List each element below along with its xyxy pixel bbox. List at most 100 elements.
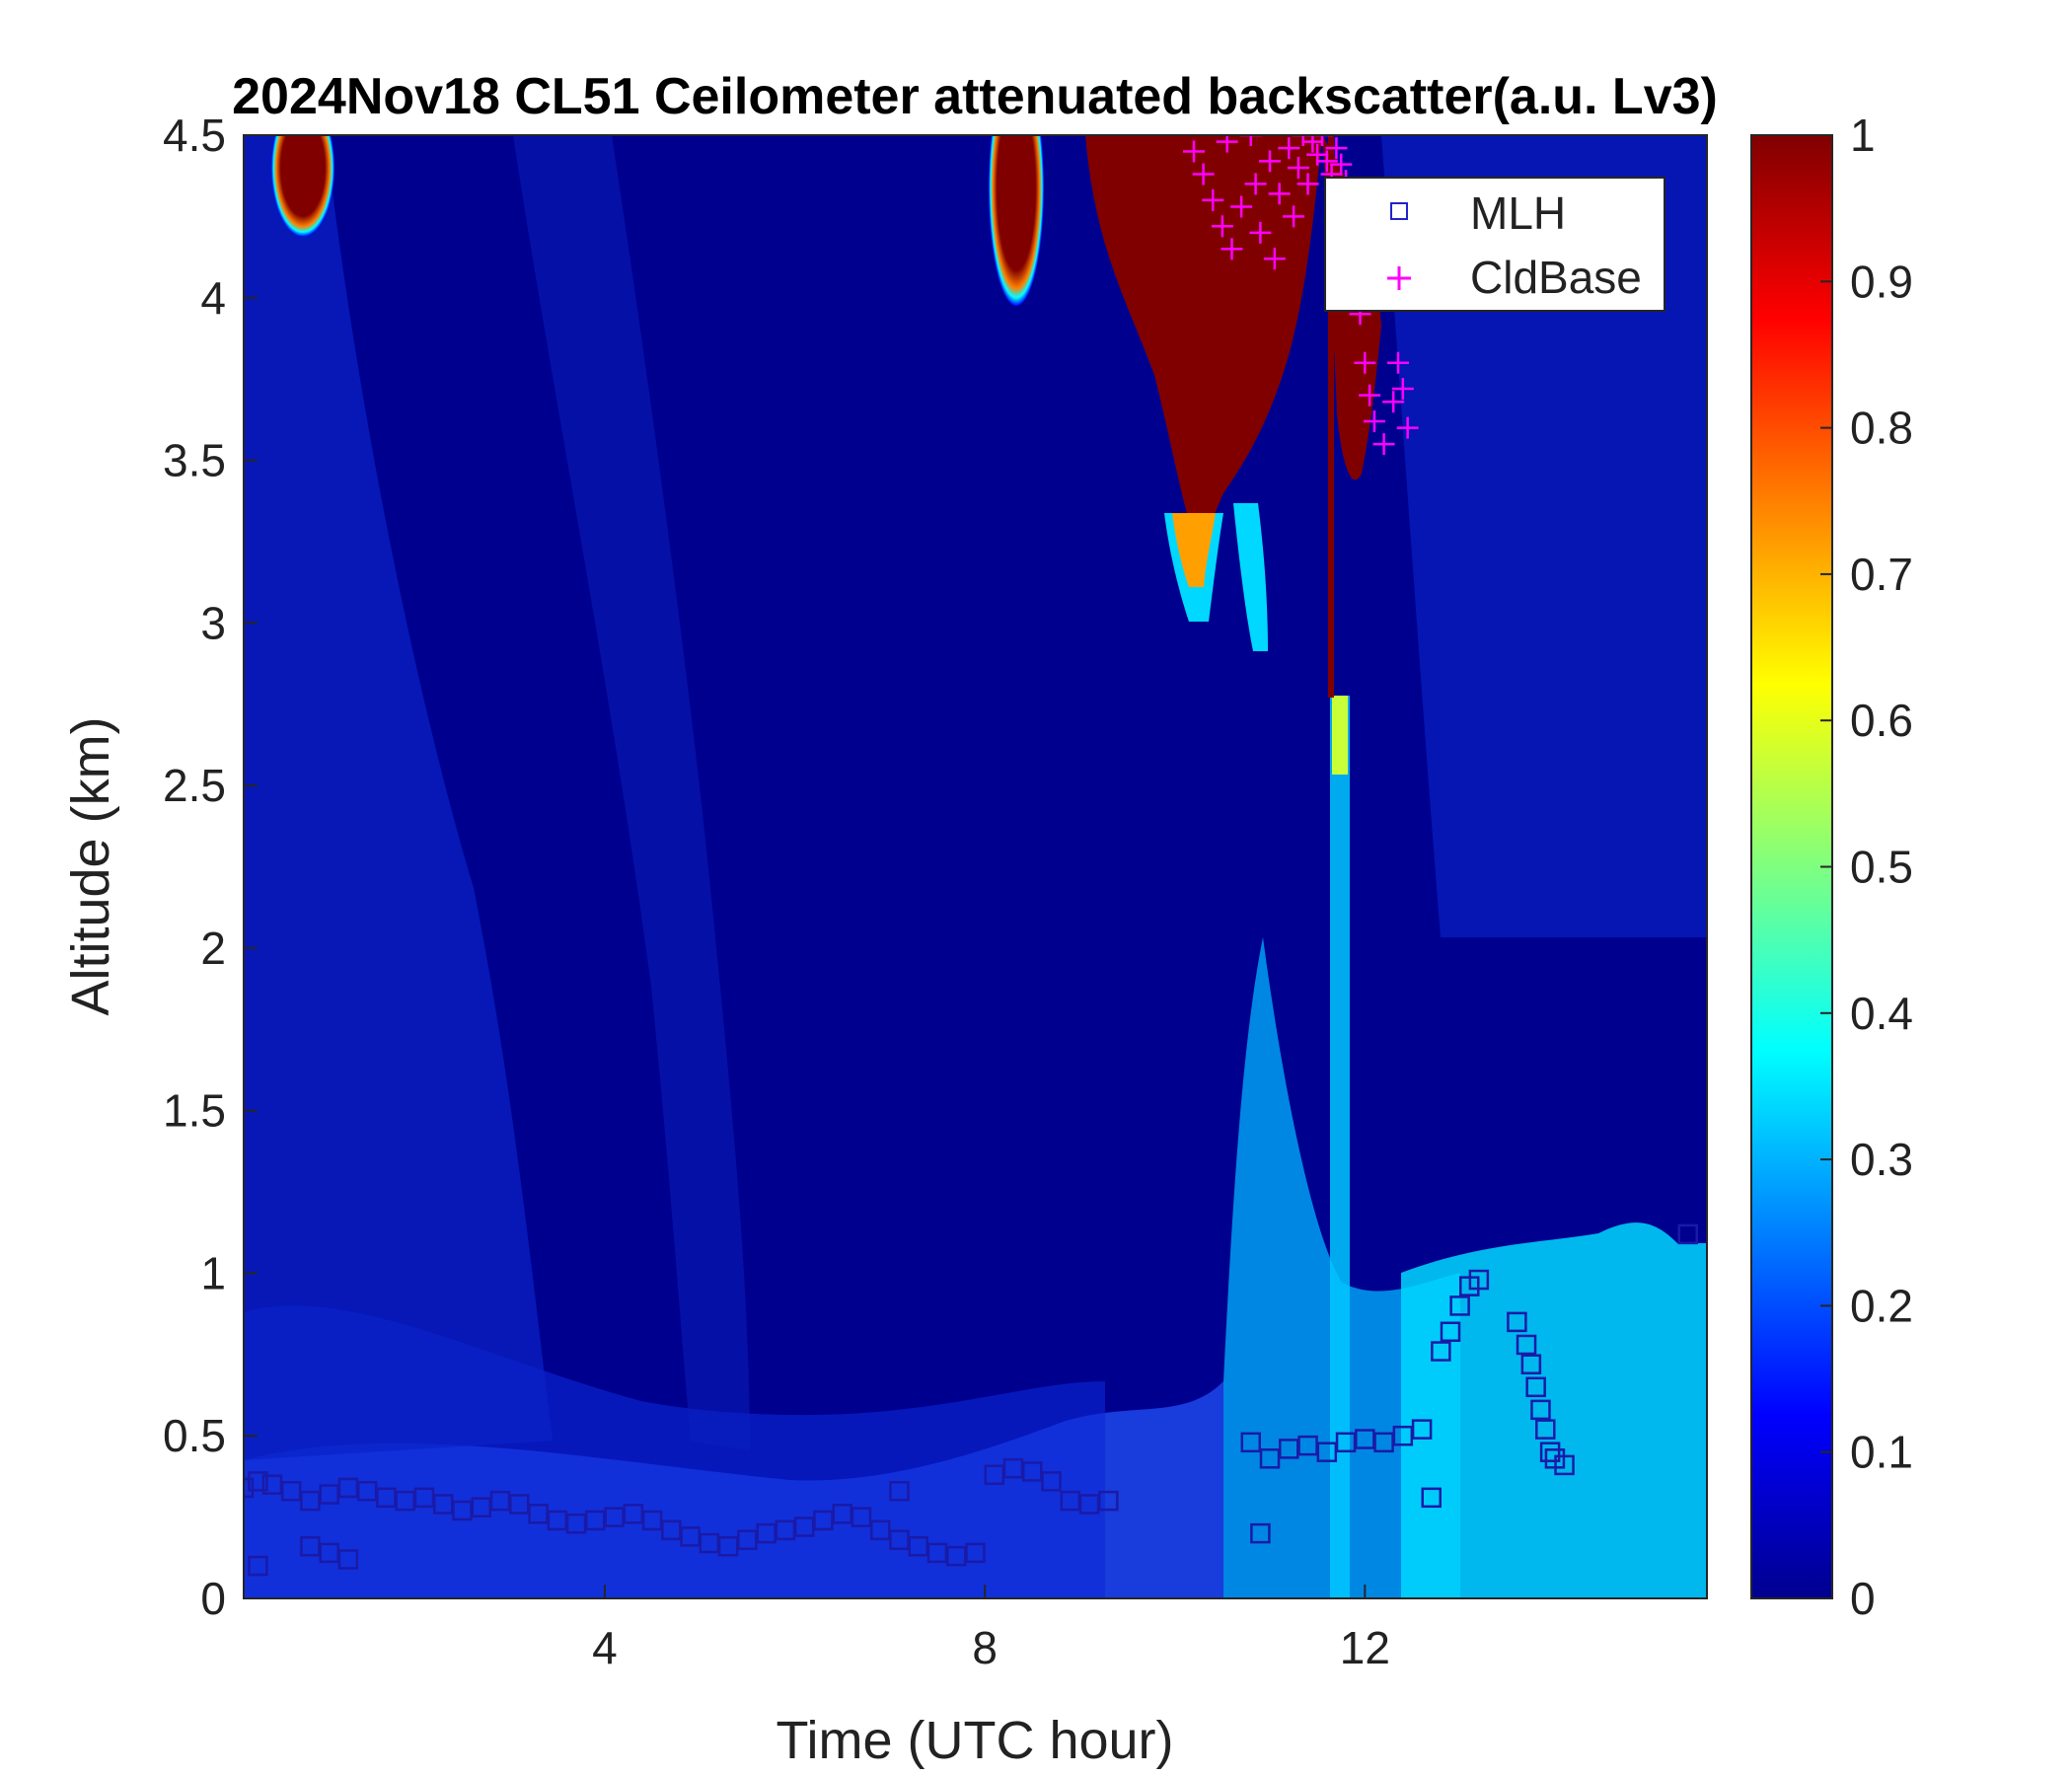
cldbase-marker bbox=[1249, 221, 1272, 244]
cldbase-marker bbox=[1387, 351, 1410, 374]
colorbar-tick-label: 0.5 bbox=[1850, 842, 1913, 893]
y-tick-label: 3.5 bbox=[163, 435, 226, 486]
legend-box bbox=[1324, 177, 1665, 312]
mlh-marker bbox=[432, 1494, 454, 1515]
mlh-marker bbox=[248, 1555, 268, 1577]
plot-frame bbox=[243, 134, 1708, 1599]
mlh-marker bbox=[1468, 1269, 1490, 1291]
cldbase-marker bbox=[1301, 135, 1324, 153]
y-tick-label: 0.5 bbox=[163, 1410, 226, 1461]
heatmap-right-boundary-layer bbox=[1401, 1222, 1707, 1598]
plot-area bbox=[244, 135, 1707, 1598]
cldbase-marker bbox=[1287, 156, 1309, 179]
mlh-marker bbox=[413, 1487, 435, 1509]
cldbase-marker bbox=[1359, 384, 1381, 407]
mlh-marker bbox=[509, 1494, 530, 1515]
mlh-marker bbox=[1041, 1471, 1062, 1492]
cldbase-marker bbox=[1192, 163, 1215, 185]
y-tick-label: 0 bbox=[200, 1573, 226, 1624]
mlh-marker bbox=[717, 1536, 739, 1557]
x-axis: 4 8 12 bbox=[592, 1585, 1390, 1673]
heatmap-cloud-blob-2 bbox=[989, 135, 1044, 306]
mlh-marker bbox=[1530, 1399, 1551, 1421]
cldbase-marker bbox=[1363, 410, 1385, 433]
heatmap-left-plume bbox=[244, 135, 553, 1460]
cldbase-marker bbox=[1239, 135, 1262, 146]
mlh-marker bbox=[395, 1490, 415, 1512]
mlh-marker bbox=[1507, 1311, 1527, 1333]
mlh-marker bbox=[793, 1517, 815, 1537]
mlh-marker bbox=[376, 1487, 397, 1509]
cldbase-marker bbox=[1283, 205, 1305, 228]
y-tick-label: 4.5 bbox=[163, 110, 226, 161]
mlh-marker bbox=[1539, 1442, 1561, 1462]
mlh-marker bbox=[889, 1480, 910, 1502]
mlh-marker bbox=[832, 1504, 852, 1524]
mlh-marker bbox=[661, 1519, 682, 1541]
y-axis: 0 0.5 1 1.5 2 2.5 3 3.5 4 4.5 bbox=[163, 110, 258, 1624]
colorbar-tick-label: 0.6 bbox=[1850, 695, 1913, 746]
mlh-marker bbox=[452, 1500, 473, 1521]
cldbase-marker bbox=[1296, 173, 1319, 195]
x-tick-label: 12 bbox=[1340, 1622, 1390, 1673]
mlh-marker bbox=[945, 1545, 967, 1567]
mlh-marker bbox=[1250, 1522, 1271, 1544]
cldbase-marker bbox=[1310, 135, 1333, 146]
colorbar: 0 0.1 0.2 0.3 0.4 0.5 0.6 0.7 0.8 0.9 1 bbox=[1750, 110, 1913, 1624]
mlh-marker bbox=[1431, 1341, 1451, 1362]
colorbar-tick-label: 0.3 bbox=[1850, 1134, 1913, 1185]
colorbar-tick-label: 0.1 bbox=[1850, 1427, 1913, 1478]
mlh-marker bbox=[984, 1464, 1005, 1486]
mlh-marker bbox=[337, 1549, 359, 1570]
mlh-marker bbox=[547, 1510, 568, 1531]
heatmap-right-upper-haze bbox=[1381, 135, 1707, 937]
colorbar-gradient bbox=[1750, 134, 1833, 1599]
x-axis-label: Time (UTC hour) bbox=[776, 1711, 1173, 1770]
mlh-marker bbox=[889, 1529, 910, 1550]
cldbase-marker bbox=[1268, 183, 1291, 205]
x-tick-label: 4 bbox=[592, 1622, 618, 1673]
mlh-marker bbox=[965, 1542, 986, 1564]
mlh-marker bbox=[908, 1536, 928, 1557]
mlh-marker bbox=[1520, 1354, 1542, 1374]
colorbar-tick-label: 0.4 bbox=[1850, 988, 1913, 1039]
mlh-marker bbox=[1259, 1448, 1281, 1469]
mlh-marker bbox=[813, 1510, 834, 1531]
cldbase-marker bbox=[1263, 248, 1286, 270]
y-tick-label: 1 bbox=[200, 1247, 226, 1298]
y-tick-label: 1.5 bbox=[163, 1085, 226, 1137]
cldbase-marker bbox=[1182, 140, 1205, 163]
cldbase-marker bbox=[1211, 215, 1233, 238]
mlh-marker bbox=[1373, 1432, 1394, 1453]
mlh-marker bbox=[1677, 1223, 1698, 1245]
heatmap-cloud-mass bbox=[1085, 135, 1381, 539]
mlh-marker bbox=[680, 1526, 701, 1547]
colorbar-tick-label: 0 bbox=[1850, 1573, 1876, 1624]
mlh-marker bbox=[1335, 1432, 1357, 1453]
colorbar-tick-label: 0.2 bbox=[1850, 1280, 1913, 1331]
mlh-marker bbox=[585, 1510, 606, 1531]
cldbase-marker bbox=[1244, 173, 1267, 195]
mlh-marker bbox=[244, 1477, 255, 1499]
mlh-marker bbox=[319, 1484, 339, 1505]
mlh-series bbox=[244, 1223, 1698, 1577]
mlh-marker bbox=[869, 1519, 891, 1541]
heatmap-precip-column bbox=[1330, 696, 1350, 1598]
mlh-marker bbox=[1297, 1435, 1318, 1456]
mlh-marker bbox=[300, 1536, 321, 1557]
y-tick-label: 4 bbox=[200, 272, 226, 324]
cldbase-marker bbox=[1216, 135, 1238, 153]
mlh-marker bbox=[699, 1532, 720, 1554]
colorbar-tick-label: 0.7 bbox=[1850, 549, 1913, 600]
mlh-marker bbox=[356, 1480, 378, 1502]
chart-title: 2024Nov18 CL51 Ceilometer attenuated bac… bbox=[232, 68, 1718, 125]
mlh-marker bbox=[737, 1529, 758, 1550]
mlh-marker bbox=[1002, 1457, 1024, 1479]
mlh-marker bbox=[319, 1542, 339, 1564]
legend-mlh-label: MLH bbox=[1470, 187, 1566, 239]
y-axis-label: Altitude (km) bbox=[61, 716, 120, 1015]
cldbase-marker bbox=[1259, 150, 1282, 173]
mlh-marker bbox=[1240, 1432, 1262, 1453]
heatmap-precip-column-top bbox=[1332, 696, 1348, 775]
